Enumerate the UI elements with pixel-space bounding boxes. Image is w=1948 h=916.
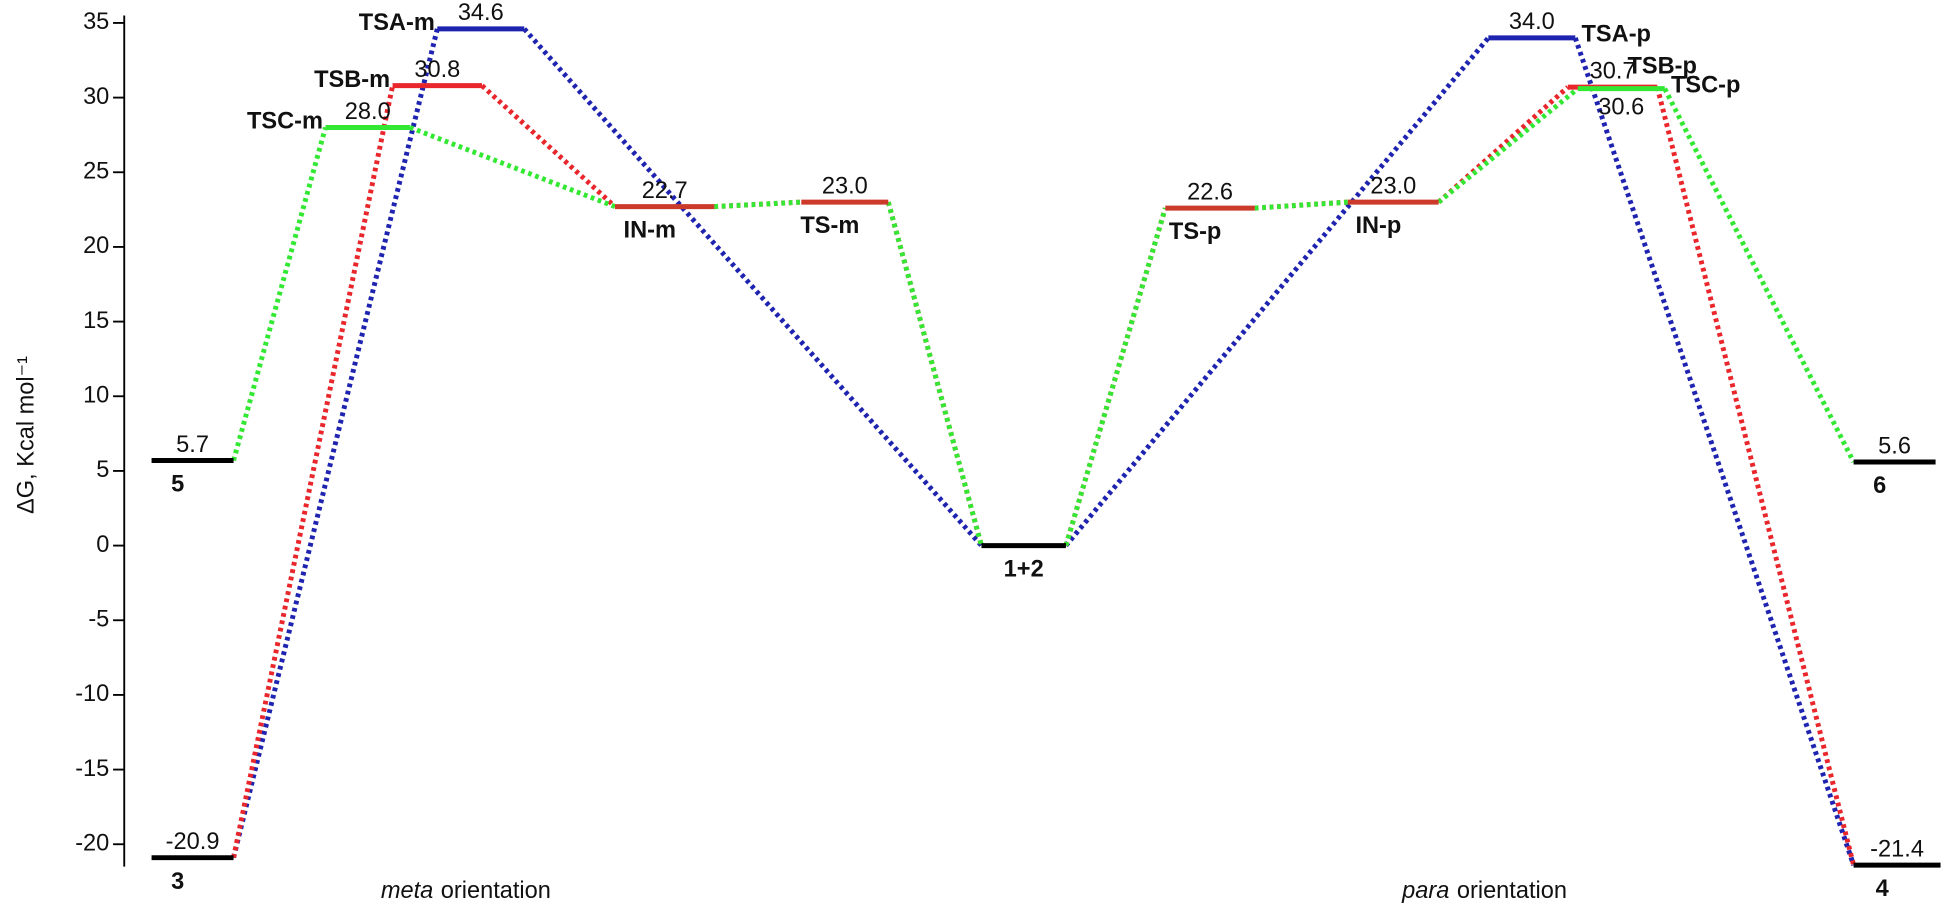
y-tick-label: -15 [75,756,109,782]
pathway-connector [1654,86,1856,866]
level-name: TSC-m [247,109,323,135]
y-tick-label: -20 [75,830,109,856]
value-label: 22.7 [642,178,688,204]
value-label: -21.4 [1870,836,1924,862]
level-name: 3 [171,869,184,895]
value-label: 22.6 [1187,179,1233,205]
y-tick-label: 5 [96,457,109,483]
pathway-connector [231,85,396,859]
y-tick-label: -5 [88,606,109,632]
level-name: 6 [1873,473,1886,499]
level-name: 1+2 [1004,557,1044,583]
value-label: 34.6 [458,0,504,26]
pathway-connector [1572,37,1856,866]
pathway-connector [1437,86,1580,205]
pathway-connector [231,28,440,859]
pathway-connector [522,27,984,548]
pathway-connector [231,126,328,462]
y-tick-label: 25 [83,158,109,184]
level-name: TS-p [1169,219,1221,245]
value-label: 30.7 [1590,58,1636,84]
value-label: 28.0 [345,99,391,125]
value-label: 34.0 [1509,9,1555,35]
level-name: 4 [1876,876,1889,902]
annotation-part: meta [381,878,433,904]
y-tick-label: 35 [83,9,109,35]
pathway-connector [480,83,617,209]
y-tick-label: 20 [83,233,109,259]
pathway-connector [1662,87,1856,464]
pathway-connector [1436,85,1570,204]
orientation-annotation: meta orientation [381,878,551,904]
value-label: 5.6 [1878,433,1911,459]
level-name: TSC-p [1671,72,1740,98]
level-name: TSB-m [314,67,390,93]
annotation-part: para [1401,878,1449,904]
y-tick-label: 30 [83,84,109,110]
pathway-connector [714,199,802,210]
level-name: TSB-p [1627,53,1696,79]
annotation-part: orientation [1457,878,1567,904]
pathway-connector [1064,36,1491,548]
pathway-connector [1063,207,1168,547]
pathway-connector [1254,199,1349,211]
value-label: -20.9 [166,829,220,855]
level-name: IN-p [1355,213,1401,239]
level-name: TSA-p [1582,22,1651,48]
value-label: 30.8 [414,57,460,83]
y-tick-label: 0 [96,532,109,558]
annotation-part: orientation [441,878,551,904]
y-tick-label: 10 [83,382,109,408]
pathway-connector [714,199,802,210]
value-label: 23.0 [822,173,868,199]
y-tick-label: 15 [83,308,109,334]
level-name: IN-m [624,218,676,244]
y-tick-label: -10 [75,681,109,707]
value-label: 30.6 [1598,95,1644,121]
value-label: 5.7 [176,432,209,458]
orientation-annotation: para orientation [1401,878,1567,904]
level-name: TS-m [800,213,859,239]
y-axis-label: ΔG, Kcal mol⁻¹ [14,356,40,514]
pathway-connector [409,125,616,209]
level-name: 5 [171,472,184,498]
level-name: TSA-m [359,10,435,36]
value-label: 23.0 [1370,173,1416,199]
